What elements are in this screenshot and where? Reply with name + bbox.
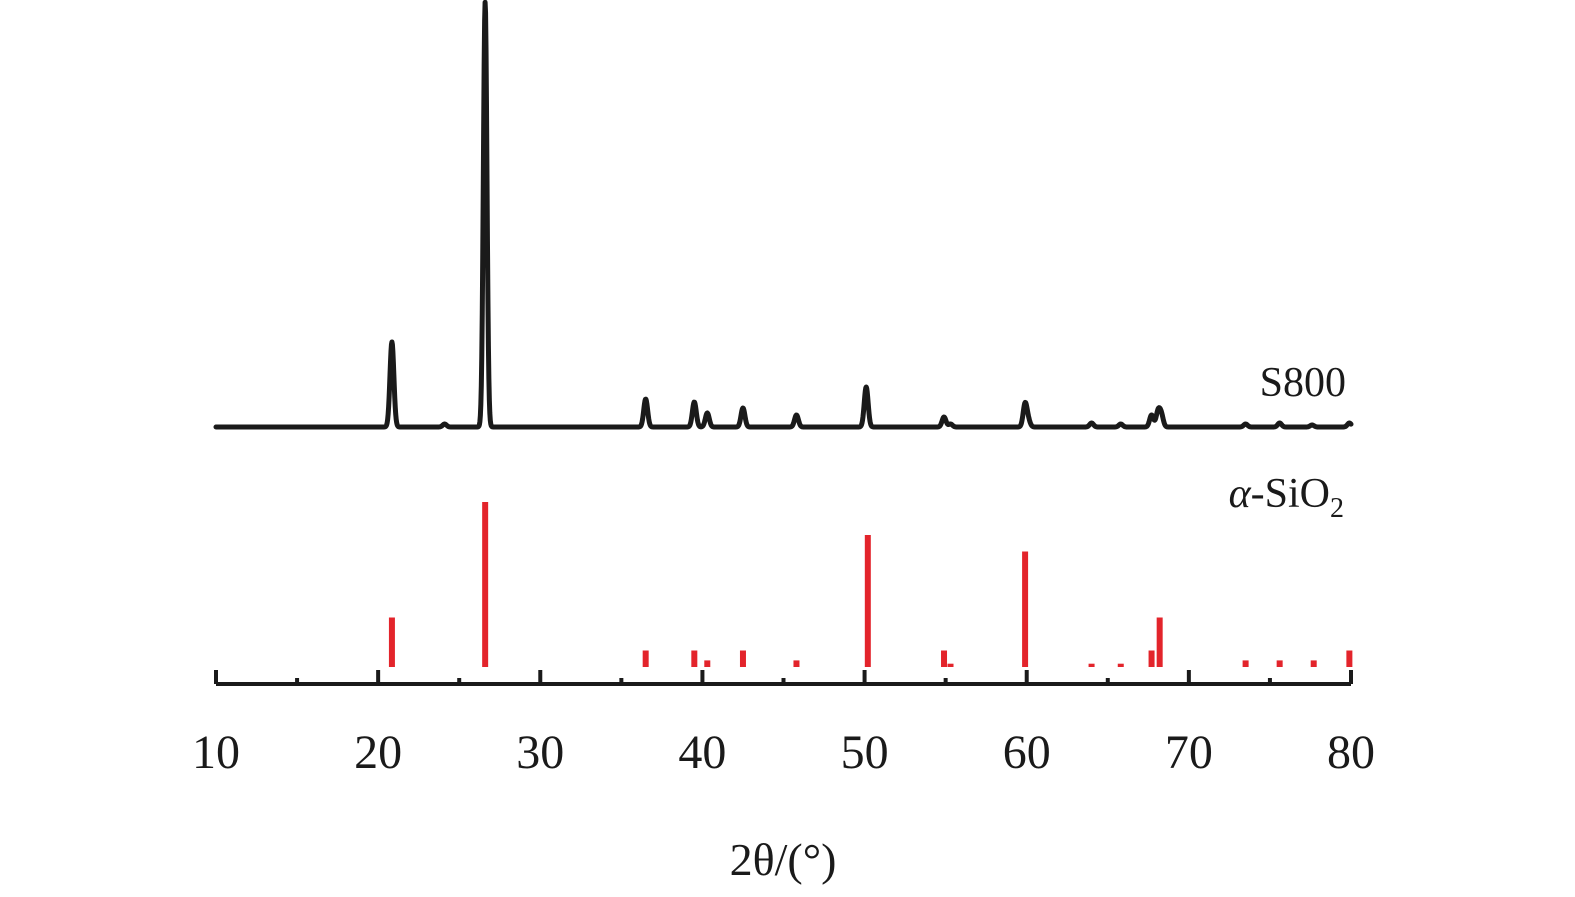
reference-stick [1148,650,1155,667]
reference-stick [947,663,954,667]
series-label-alpha-rest: -SiO [1251,471,1330,517]
series-label-s800: S800 [1260,360,1346,406]
reference-stick [1276,660,1283,667]
x-tick-label: 30 [516,726,564,779]
series-label-alpha-symbol: α [1229,471,1252,517]
reference-stick [739,650,746,667]
reference-stick [1310,660,1317,667]
reference-stick [793,660,800,667]
reference-stick [482,502,489,667]
reference-stick [691,650,698,667]
x-tick-label: 60 [1003,726,1051,779]
x-tick-label: 10 [192,726,240,779]
reference-sticks [388,502,1353,667]
reference-stick [388,617,395,667]
x-axis-title: 2θ/(°) [730,834,837,885]
x-axis [214,670,1353,686]
reference-stick [1156,617,1163,667]
x-tick-labels: 10 20 30 40 50 60 70 80 [192,726,1375,779]
reference-stick [941,650,948,667]
x-tick-label: 40 [678,726,726,779]
x-tick-label: 50 [841,726,889,779]
x-tick-label: 70 [1165,726,1213,779]
reference-stick [642,650,649,667]
reference-stick [1088,663,1095,667]
reference-stick [704,660,711,667]
x-tick-label: 80 [1327,726,1375,779]
series-label-alpha-subscript: 2 [1330,493,1344,524]
x-tick-label: 20 [354,726,402,779]
s800-pattern-line [213,0,1354,430]
reference-stick [1242,660,1249,667]
reference-stick [864,535,871,667]
reference-stick [1117,663,1124,667]
series-label-alpha-sio2: α-SiO2 [1229,471,1344,524]
reference-stick [1022,551,1029,667]
reference-stick [1346,650,1353,667]
